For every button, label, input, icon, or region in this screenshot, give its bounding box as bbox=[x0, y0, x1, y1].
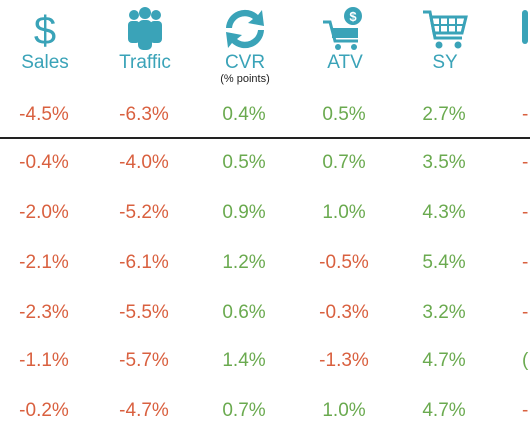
table-cell-traffic: -5.7% bbox=[119, 350, 169, 371]
table-cell-atv: -1.3% bbox=[319, 350, 369, 371]
partial-table-cell: ( bbox=[522, 350, 529, 371]
table-cell-sales: -2.1% bbox=[19, 252, 69, 273]
table-cell-cvr: 0.4% bbox=[222, 104, 266, 125]
table-cell-atv: 1.0% bbox=[322, 202, 366, 223]
partial-table-cell: - bbox=[522, 104, 529, 125]
table-cell-cvr: 0.9% bbox=[222, 202, 266, 223]
partial-table-cell: - bbox=[522, 400, 529, 421]
column-label-atv: ATV bbox=[327, 52, 363, 73]
refresh-cycle-icon bbox=[226, 9, 264, 49]
table-cell-sy: 2.7% bbox=[422, 104, 466, 125]
column-sublabel-cvr: (% points) bbox=[220, 73, 270, 85]
dollar-icon: $ bbox=[34, 9, 56, 52]
table-cell-sy: 4.7% bbox=[422, 400, 466, 421]
partial-table-cell: - bbox=[522, 152, 529, 173]
column-header-cvr: CVR (% points) bbox=[200, 0, 290, 95]
table-cell-atv: -0.3% bbox=[319, 302, 369, 323]
table-cell-atv: 0.7% bbox=[322, 152, 366, 173]
column-header-traffic: Traffic bbox=[100, 0, 190, 95]
partial-table-cell: - bbox=[522, 252, 529, 273]
table-cell-sy: 3.2% bbox=[422, 302, 466, 323]
table-header: $ Sales Traffic CVR (% points) bbox=[0, 0, 530, 95]
table-cell-sales: -1.1% bbox=[19, 350, 69, 371]
table-cell-cvr: 0.7% bbox=[222, 400, 266, 421]
column-label-sales: Sales bbox=[21, 52, 69, 73]
table-cell-traffic: -6.3% bbox=[119, 104, 169, 125]
table-divider bbox=[0, 137, 530, 139]
table-cell-sales: -0.4% bbox=[19, 152, 69, 173]
column-label-cvr: CVR bbox=[224, 52, 266, 73]
table-cell-cvr: 1.4% bbox=[222, 350, 266, 371]
table-cell-sales: -0.2% bbox=[19, 400, 69, 421]
table-row: -0.4% -4.0% 0.5% 0.7% 3.5% - bbox=[0, 148, 530, 178]
column-header-sy: SY bbox=[400, 0, 490, 95]
table-cell-cvr: 1.2% bbox=[222, 252, 266, 273]
table-cell-sales: -2.0% bbox=[19, 202, 69, 223]
partial-table-cell: - bbox=[522, 302, 529, 323]
table-row: -2.1% -6.1% 1.2% -0.5% 5.4% - bbox=[0, 248, 530, 278]
table-cell-traffic: -4.7% bbox=[119, 400, 169, 421]
table-row: -0.2% -4.7% 0.7% 1.0% 4.7% - bbox=[0, 396, 530, 426]
table-cell-traffic: -4.0% bbox=[119, 152, 169, 173]
table-cell-cvr: 0.5% bbox=[222, 152, 266, 173]
table-cell-traffic: -5.2% bbox=[119, 202, 169, 223]
table-row: -4.5% -6.3% 0.4% 0.5% 2.7% - bbox=[0, 100, 530, 130]
svg-text:$: $ bbox=[349, 9, 357, 24]
table-cell-sales: -4.5% bbox=[19, 104, 69, 125]
table-cell-sy: 3.5% bbox=[422, 152, 466, 173]
table-row: -2.0% -5.2% 0.9% 1.0% 4.3% - bbox=[0, 198, 530, 228]
table-cell-sales: -2.3% bbox=[19, 302, 69, 323]
column-label-traffic: Traffic bbox=[119, 52, 171, 73]
partial-table-cell: - bbox=[522, 202, 529, 223]
column-header-atv: $ ATV bbox=[300, 0, 390, 95]
svg-text:$: $ bbox=[34, 9, 56, 52]
table-row: -1.1% -5.7% 1.4% -1.3% 4.7% ( bbox=[0, 346, 530, 376]
table-cell-traffic: -6.1% bbox=[119, 252, 169, 273]
cart-dollar-icon: $ bbox=[323, 7, 362, 50]
table-cell-atv: -0.5% bbox=[319, 252, 369, 273]
partial-column-header bbox=[520, 10, 530, 50]
table-cell-traffic: -5.5% bbox=[119, 302, 169, 323]
shopping-cart-icon bbox=[423, 10, 468, 49]
column-label-sy: SY bbox=[432, 52, 458, 73]
table-cell-atv: 0.5% bbox=[322, 104, 366, 125]
table-cell-sy: 4.7% bbox=[422, 350, 466, 371]
partial-icon bbox=[522, 10, 528, 44]
table-row: -2.3% -5.5% 0.6% -0.3% 3.2% - bbox=[0, 298, 530, 328]
table-cell-sy: 5.4% bbox=[422, 252, 466, 273]
table-cell-atv: 1.0% bbox=[322, 400, 366, 421]
column-header-sales: $ Sales bbox=[0, 0, 90, 95]
people-icon bbox=[128, 7, 162, 50]
table-cell-sy: 4.3% bbox=[422, 202, 466, 223]
table-cell-cvr: 0.6% bbox=[222, 302, 266, 323]
